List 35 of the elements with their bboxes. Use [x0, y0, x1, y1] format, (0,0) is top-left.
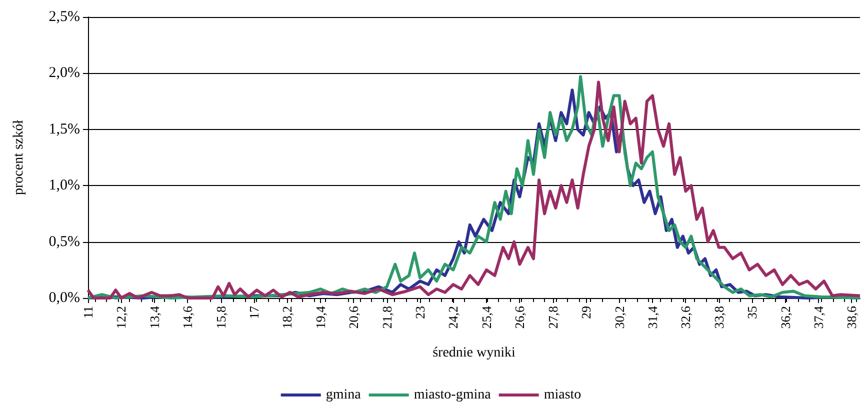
y-tick-label: 1,5%	[48, 121, 80, 138]
x-tick-label: 25,4	[478, 306, 494, 329]
x-axis-title: średnie wyniki	[432, 346, 516, 360]
x-tick-label: 21,8	[379, 306, 394, 329]
x-tick-label: 18,2	[280, 306, 295, 329]
y-tick-label: 2,5%	[48, 9, 80, 25]
x-tick-label: 37,4	[810, 306, 826, 329]
x-tick-label: 17	[246, 306, 262, 319]
x-tick-label: 24,2	[446, 306, 461, 329]
y-axis-title: procent szkół	[12, 120, 26, 196]
y-tick-label: 0,0%	[48, 290, 80, 306]
x-tick-label: 27,8	[545, 306, 560, 329]
x-tick-label: 15,8	[213, 306, 228, 329]
x-tick-label: 38,6	[844, 306, 860, 329]
legend-label: gmina	[326, 388, 362, 402]
x-tick-label: 26,6	[512, 306, 528, 329]
x-tick-label: 32,6	[678, 306, 694, 329]
x-tick-label: 35	[744, 306, 760, 319]
x-tick-label: 19,4	[312, 306, 328, 329]
x-tick-label: 12,2	[114, 306, 129, 329]
x-tick-label: 20,6	[346, 306, 362, 329]
x-tick-label: 29	[578, 306, 594, 319]
legend-label: miasto-gmina	[414, 388, 492, 402]
x-tick-label: 30,2	[612, 306, 627, 329]
x-tick-label: 13,4	[146, 306, 162, 329]
legend-label: miasto	[544, 388, 582, 402]
y-tick-label: 0,5%	[48, 234, 80, 250]
x-tick-label: 31,4	[644, 306, 660, 329]
x-tick-label: 33,8	[711, 306, 726, 329]
y-tick-label: 2,0%	[48, 65, 80, 82]
x-tick-label: 14,6	[180, 306, 196, 329]
x-tick-label: 23	[412, 306, 428, 319]
y-tick-label: 1,0%	[48, 178, 80, 194]
x-tick-label: 36,2	[778, 306, 793, 329]
x-tick-label: 11	[80, 306, 96, 319]
